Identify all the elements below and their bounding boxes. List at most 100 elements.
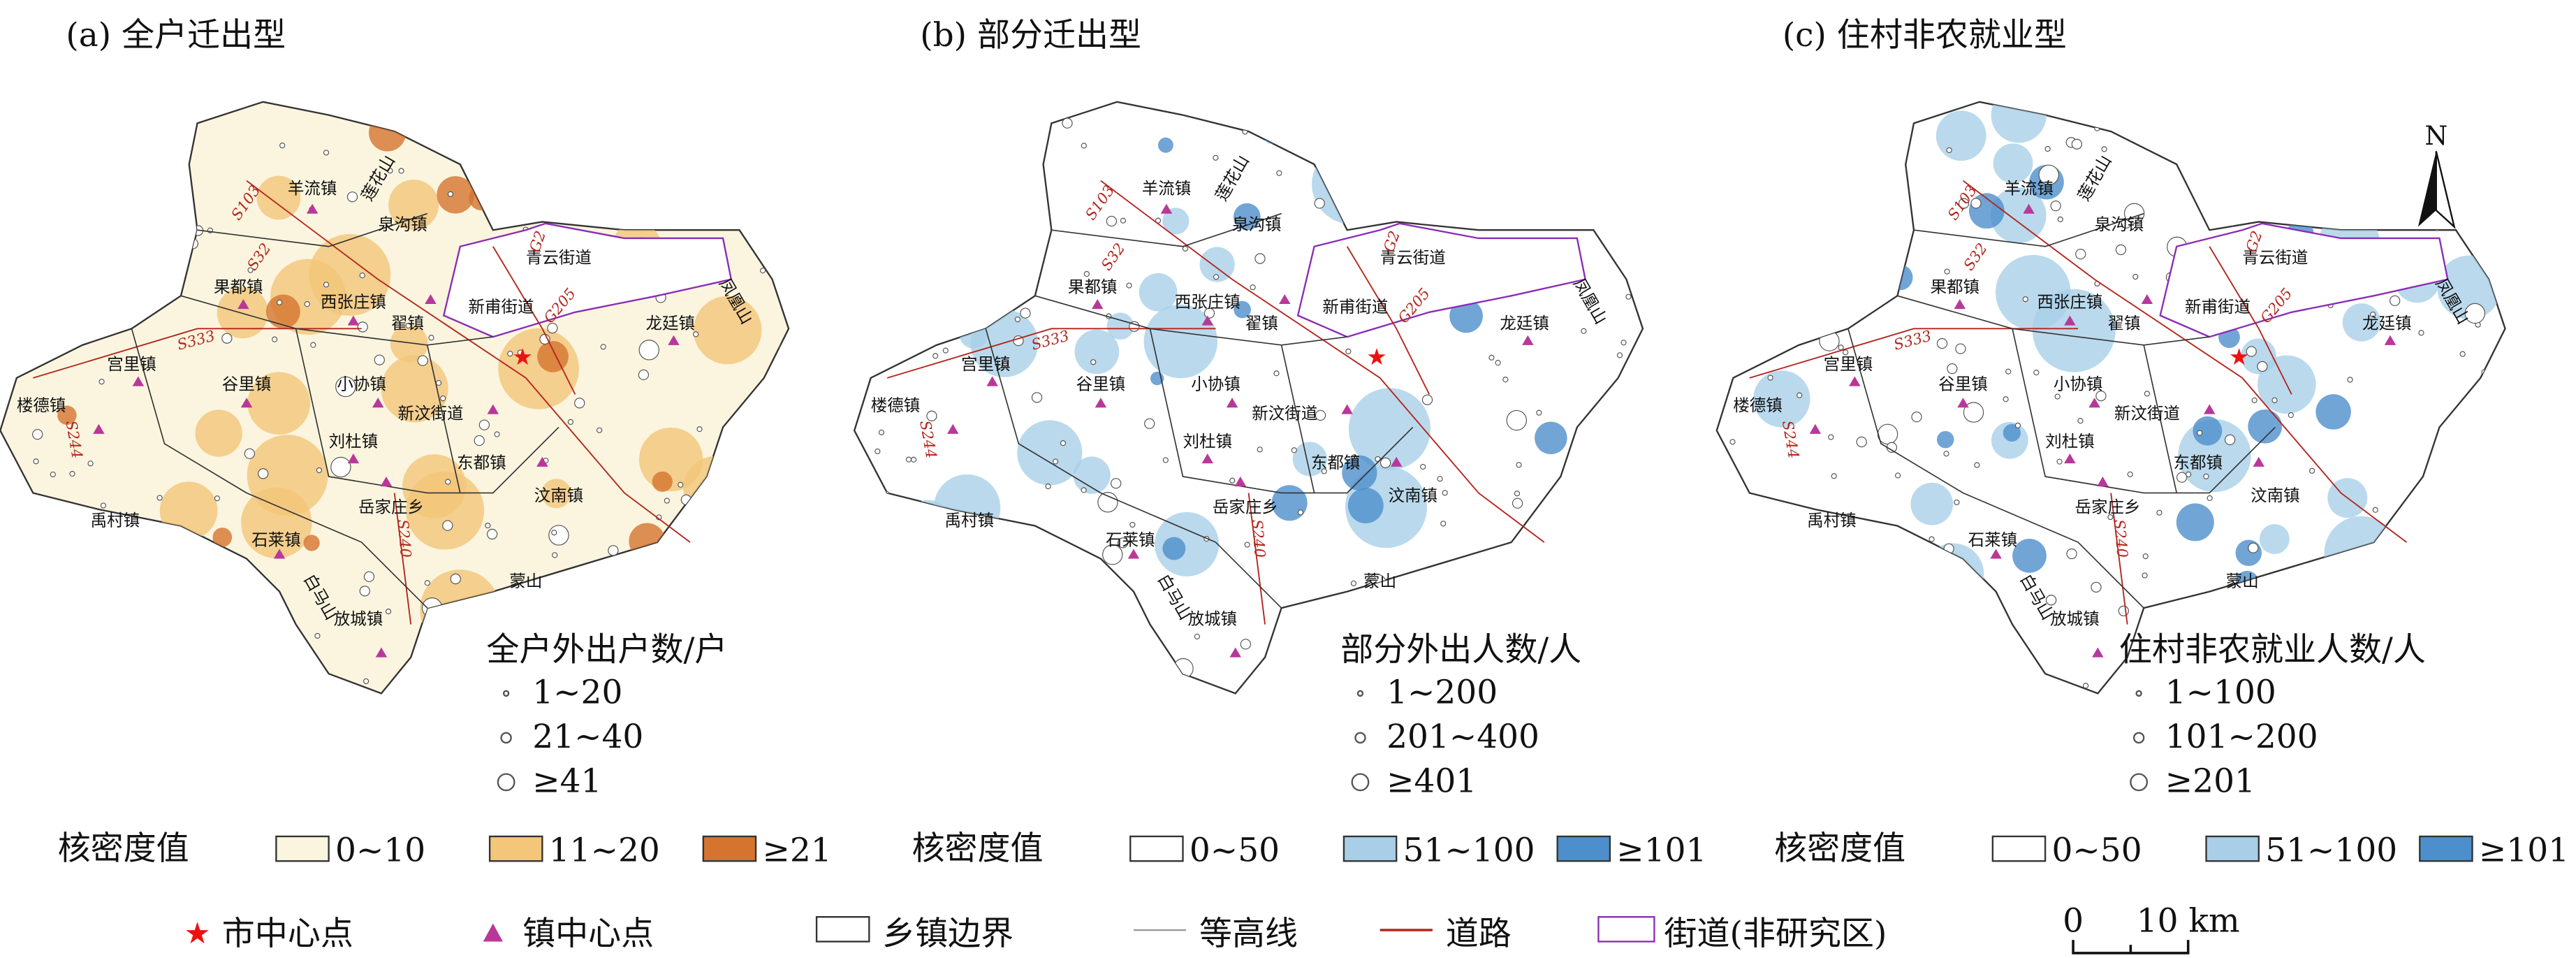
sample-circle <box>987 226 1009 247</box>
sample-circle <box>985 214 991 220</box>
sample-circle <box>71 270 92 291</box>
density-swatch <box>1129 835 1184 862</box>
place-label: 岳家庄乡 <box>358 498 424 517</box>
density-swatch <box>488 835 543 862</box>
sample-circle <box>905 456 912 463</box>
sample-circle <box>2014 422 2021 429</box>
sample-circle <box>2380 625 2387 631</box>
sample-circle <box>1245 124 1251 130</box>
sample-circle <box>993 225 999 231</box>
density-label: 核密度值 <box>58 829 189 868</box>
sample-circle <box>1350 580 1357 586</box>
sample-circle <box>1616 352 1623 358</box>
sample-circle <box>157 523 163 530</box>
sample-circle <box>1895 472 1901 479</box>
sample-circle <box>2142 553 2149 560</box>
sample-circle <box>2142 572 2148 579</box>
sample-circle <box>183 661 194 673</box>
place-label: 岳家庄乡 <box>1213 498 1278 517</box>
sample-circle <box>2290 194 2301 205</box>
legend-item: 街道(非研究区) <box>1664 915 1887 953</box>
non-study-area <box>2159 222 2449 338</box>
sample-circle <box>507 350 513 357</box>
density-blob <box>1262 122 1285 145</box>
density-blob <box>1157 137 1173 153</box>
sample-circle <box>1013 569 1019 575</box>
sample-circle <box>1955 343 1966 354</box>
sample-circle <box>1620 159 1632 171</box>
sample-circle <box>1081 143 1087 149</box>
place-label: 青云街道 <box>526 247 592 267</box>
sample-circle <box>359 586 370 597</box>
sample-circle <box>2460 577 2466 583</box>
sample-circle <box>682 122 689 128</box>
sample-circle <box>1345 348 1352 355</box>
sample-circle <box>1488 354 1495 361</box>
bottom-legend: ★ 市中心点 镇中心点 乡镇边界 等高线 道路 街道(非研究区) 0 10 km <box>184 901 2240 955</box>
sample-circle <box>1542 126 1549 132</box>
sample-circle <box>926 410 937 421</box>
density-swatch <box>1342 835 1398 862</box>
town-center <box>380 476 393 487</box>
sample-circle <box>0 173 4 180</box>
sample-circle <box>1958 198 1970 209</box>
density-blob <box>1993 143 2033 184</box>
sample-circle <box>1536 409 1542 416</box>
place-label: 果都镇 <box>1931 277 1980 297</box>
sample-circle <box>865 226 876 238</box>
density-blob <box>217 286 269 339</box>
sample-circle <box>2077 418 2084 424</box>
sample-circle <box>1620 340 1627 346</box>
density-blob <box>406 471 485 550</box>
sample-circle <box>1750 542 1757 549</box>
panel-title: (b) 部分迁出型 <box>920 16 1141 55</box>
north-label: N <box>2424 120 2447 151</box>
sample-circle <box>2107 514 2114 521</box>
sample-circle <box>915 150 926 161</box>
sample-circle <box>69 470 75 477</box>
sample-circle <box>1182 245 1189 252</box>
density-blob <box>2003 423 2021 442</box>
sample-circle <box>2377 178 2398 200</box>
sample-circle <box>1572 526 1583 537</box>
sample-circle <box>1090 359 1097 365</box>
sample-circle <box>1841 579 1852 590</box>
sample-circle <box>1970 198 1982 209</box>
town-center <box>375 647 388 658</box>
density-swatch <box>2205 835 2260 862</box>
place-label: 宫里镇 <box>107 354 156 374</box>
sample-circle <box>1297 509 1304 516</box>
sample-circle <box>1718 194 1725 201</box>
sample-circle <box>244 448 255 459</box>
town-center <box>2092 647 2104 658</box>
sample-circle <box>527 115 548 136</box>
panel-title: (a) 全户迁出型 <box>66 16 286 55</box>
place-label: 宫里镇 <box>961 354 1011 374</box>
place-label: 汶南镇 <box>2251 486 2300 505</box>
sample-circle <box>1300 675 1306 681</box>
sample-circle <box>429 613 440 624</box>
sample-circle <box>2390 295 2401 307</box>
town-center <box>668 335 680 345</box>
sample-circle <box>2370 312 2376 318</box>
sample-circle <box>193 602 200 609</box>
place-label: 小协镇 <box>337 374 386 393</box>
sample-circle <box>881 522 902 543</box>
legend-item: 镇中心点 <box>522 915 654 953</box>
sample-circle <box>486 528 498 540</box>
sample-circle <box>1117 537 1129 549</box>
sample-circle <box>1833 580 1840 587</box>
town-borders <box>131 212 559 609</box>
sample-circle <box>636 569 657 590</box>
sample-circle <box>858 223 865 229</box>
sample-circle <box>153 238 160 245</box>
place-label: 刘杜镇 <box>2045 432 2095 451</box>
size-class: ≥401 <box>1386 762 1477 800</box>
sample-circle <box>1213 274 1220 280</box>
sample-circle <box>1581 328 1587 334</box>
density-blob <box>195 409 242 457</box>
legend-item: 市中心点 <box>222 915 353 953</box>
density-blob <box>1991 101 2047 143</box>
roads <box>1749 180 2408 625</box>
town-center <box>372 398 384 408</box>
